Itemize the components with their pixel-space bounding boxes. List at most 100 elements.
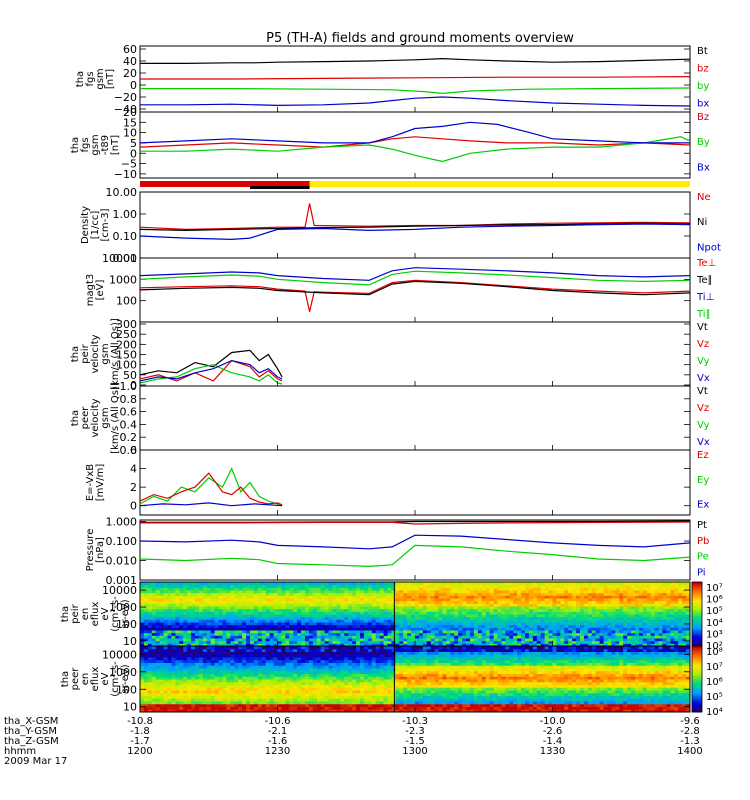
legend-Ti∥: Ti∥ — [696, 309, 711, 320]
legend-Ni: Ni — [697, 217, 707, 228]
y-axis-label-line: [1/cc] — [90, 211, 101, 240]
y-tick-label: 300 — [116, 318, 137, 331]
mode-segment — [250, 186, 310, 189]
y-axis-label: tha peer velocity gsm [km/s (All Qs)] — [70, 382, 121, 454]
x-tick-label: 1330 — [540, 746, 565, 757]
y-axis-label-line: tha — [70, 137, 81, 153]
legend-Te∥: Te∥ — [696, 275, 713, 286]
y-axis-label: tha peir velocity gsm [km/s (All Qs)] — [70, 318, 121, 390]
legend-by: by — [697, 81, 709, 92]
legend-Vz: Vz — [697, 403, 709, 414]
legend-By: By — [697, 137, 710, 148]
series-Pe — [139, 544, 691, 568]
y-axis-label-line: tha — [60, 606, 71, 622]
legend-Pb: Pb — [697, 536, 709, 547]
mode-segment — [140, 181, 310, 187]
x-axis-label: hhmm — [4, 746, 36, 757]
y-axis-label-line: E=-VxB — [85, 464, 96, 501]
y-tick-label: 10000 — [102, 648, 137, 661]
y-axis-label: tha peir en eflux eV (cm²-s-sr-eV) — [60, 596, 131, 632]
footer-row-value: -1.3 — [680, 736, 700, 747]
series-Pi — [139, 534, 691, 550]
y-axis-label-line: [cm-3] — [100, 208, 111, 241]
y-axis-label-line: (cm²-s- — [110, 661, 121, 697]
legend-Ex: Ex — [697, 500, 709, 511]
y-tick-label: 250 — [116, 328, 137, 341]
panel-peer_spectrogram: 10⁸ 10⁷ 10⁶ 10⁵ 10⁴ 10000 1000 100 10 tha peer en ef… — [60, 645, 723, 718]
y-axis-label-line: -t89 — [100, 135, 111, 155]
y-axis-label-line: peer — [80, 406, 91, 430]
y-tick-label: 0 — [130, 500, 137, 513]
series-Ti⊥ — [139, 267, 691, 281]
footer-row-value: -1.4 — [543, 736, 563, 747]
y-axis-label: Density [1/cc] [cm-3] — [80, 206, 111, 244]
colorbar-label: 10⁸ — [706, 647, 723, 658]
legend-Bz: Bz — [697, 112, 709, 123]
y-tick-label: −20 — [114, 91, 137, 104]
y-tick-label: 0 — [130, 147, 137, 160]
y-tick-label: 6 — [130, 444, 137, 457]
y-axis-label-line: peir — [70, 603, 81, 623]
legend-Npot: Npot — [697, 242, 721, 253]
footer-row-value: -10.3 — [402, 716, 428, 727]
y-axis-label-line: [km/s (All Qs)] — [110, 382, 121, 454]
y-axis-label-line: peir — [80, 343, 91, 363]
y-tick-label: 20 — [123, 67, 137, 80]
footer-row-value: -2.8 — [680, 726, 700, 737]
y-axis-label-line: velocity — [90, 334, 101, 373]
footer-row-value: -1.6 — [268, 736, 288, 747]
series-Bx — [139, 121, 690, 144]
y-tick-label: 5 — [130, 137, 137, 150]
series-Ez — [139, 472, 283, 506]
legend-Te⊥: Te⊥ — [696, 258, 716, 269]
x-tick-label: 1200 — [127, 746, 152, 757]
y-tick-label: 0 — [130, 79, 137, 92]
series-Ex — [139, 502, 283, 507]
y-tick-label: 10 — [123, 127, 137, 140]
y-axis-label-line: tha — [70, 346, 81, 362]
mode-segment — [309, 181, 690, 187]
panel-temperature: 10000 1000 100 magt3 [eV] Te⊥ Te∥ Ti⊥ Ti∥ — [85, 252, 716, 323]
y-tick-label: 1000 — [109, 273, 137, 286]
y-axis-label-line: [nPa] — [95, 537, 106, 563]
series-bz — [140, 76, 691, 80]
y-tick-label: 0.01 — [113, 252, 138, 265]
y-tick-label: 0.4 — [120, 418, 138, 431]
footer-row-label: tha_Z-GSM — [4, 736, 59, 747]
x-tick-label: 1400 — [677, 746, 702, 757]
footer-row-value: -10.8 — [127, 716, 153, 727]
y-tick-label: 100 — [116, 359, 137, 372]
legend-Vt: Vt — [697, 322, 708, 333]
series-Ey — [139, 467, 283, 507]
y-axis-label-line: gsm — [90, 134, 101, 155]
series-Ne — [139, 203, 691, 231]
legend-Bt: Bt — [697, 46, 708, 57]
x-tick-label: 1230 — [265, 746, 290, 757]
y-tick-label: 0.001 — [106, 574, 138, 587]
y-tick-label: 0.0 — [120, 444, 138, 457]
legend-Pi: Pi — [697, 567, 706, 578]
y-axis-label-line: fgs — [85, 71, 96, 86]
series-Vx — [139, 359, 283, 382]
y-tick-label: 40 — [123, 55, 137, 68]
series-bx — [140, 96, 691, 107]
footer-row-value: -1.7 — [130, 736, 150, 747]
panel-frame — [139, 449, 691, 516]
y-axis-label-line: tha — [70, 410, 81, 426]
y-tick-label: 10 — [123, 635, 137, 648]
date-label: 2009 Mar 17 — [4, 756, 67, 767]
y-tick-label: 10000 — [102, 584, 137, 597]
series-Bt — [140, 57, 691, 65]
legend-Vy: Vy — [697, 420, 710, 431]
y-tick-label: 1.0 — [120, 380, 138, 393]
y-axis-label: Pressure [nPa] — [85, 529, 106, 572]
y-tick-label: 10.00 — [106, 186, 138, 199]
colorbar-label: 10² — [706, 641, 723, 652]
y-axis-label-line: [km/s (All Qs)] — [110, 318, 121, 390]
colorbar-label: 10³ — [706, 629, 723, 640]
